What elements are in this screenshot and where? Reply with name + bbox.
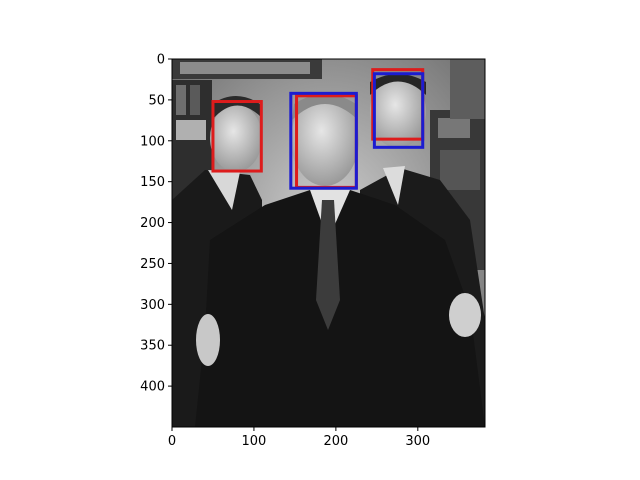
x-tick-label: 300	[405, 434, 430, 449]
bounding-box	[289, 91, 358, 190]
y-tick-label: 300	[140, 298, 165, 313]
x-tick-label: 0	[168, 434, 176, 449]
bounding-boxes	[211, 68, 425, 190]
bounding-box	[211, 100, 263, 173]
y-tick-label: 250	[140, 257, 165, 272]
y-tick-label: 0	[157, 53, 165, 68]
axis-ticks: 0 100 200 300 0 50 100 150 200 250 300 350 400	[140, 53, 430, 450]
y-tick-label: 100	[140, 134, 165, 149]
y-tick-label: 150	[140, 175, 165, 190]
axes-frame	[171, 58, 486, 428]
y-tick-label: 200	[140, 216, 165, 231]
y-tick-label: 400	[140, 380, 165, 395]
photo-image	[172, 59, 485, 427]
y-tick-label: 50	[148, 93, 165, 108]
x-tick-label: 200	[323, 434, 348, 449]
y-tick-label: 350	[140, 339, 165, 354]
bounding-box	[372, 72, 425, 149]
x-tick-label: 100	[242, 434, 267, 449]
